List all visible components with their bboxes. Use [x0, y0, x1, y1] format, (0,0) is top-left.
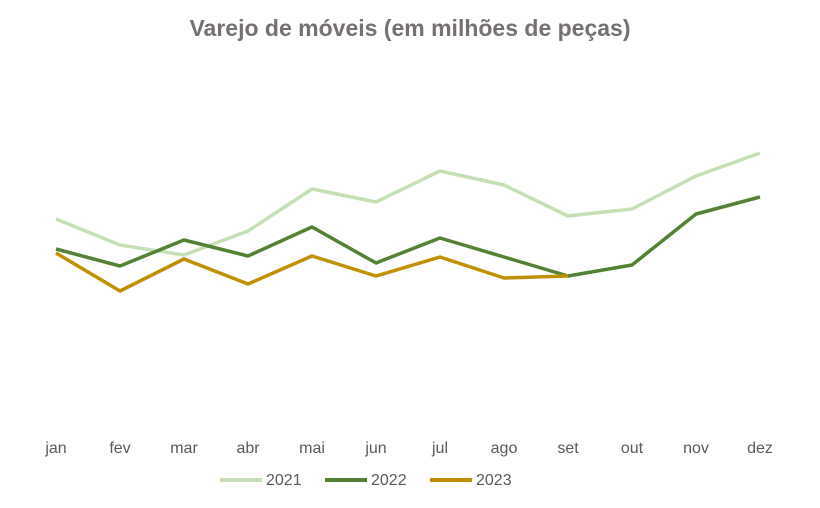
x-tick-label: jul — [431, 440, 448, 457]
x-tick-label: ago — [491, 440, 518, 457]
x-tick-label: fev — [109, 440, 130, 457]
series-line — [55, 251, 569, 293]
legend-label: 2022 — [371, 472, 407, 489]
legend-label: 2023 — [476, 472, 512, 489]
x-tick-label: out — [621, 440, 644, 457]
x-tick-label: nov — [683, 440, 709, 457]
x-tick-label: mai — [299, 440, 325, 457]
x-tick-label: dez — [747, 440, 773, 457]
x-tick-label: set — [557, 440, 579, 457]
series-line — [55, 195, 761, 278]
chart-title: Varejo de móveis (em milhões de peças) — [189, 15, 630, 41]
x-tick-label: abr — [236, 440, 260, 457]
legend-label: 2021 — [266, 472, 302, 489]
x-tick-label: jun — [364, 440, 386, 457]
x-tick-label: mar — [170, 440, 198, 457]
series-line — [55, 151, 761, 257]
x-tick-label: jan — [44, 440, 66, 457]
